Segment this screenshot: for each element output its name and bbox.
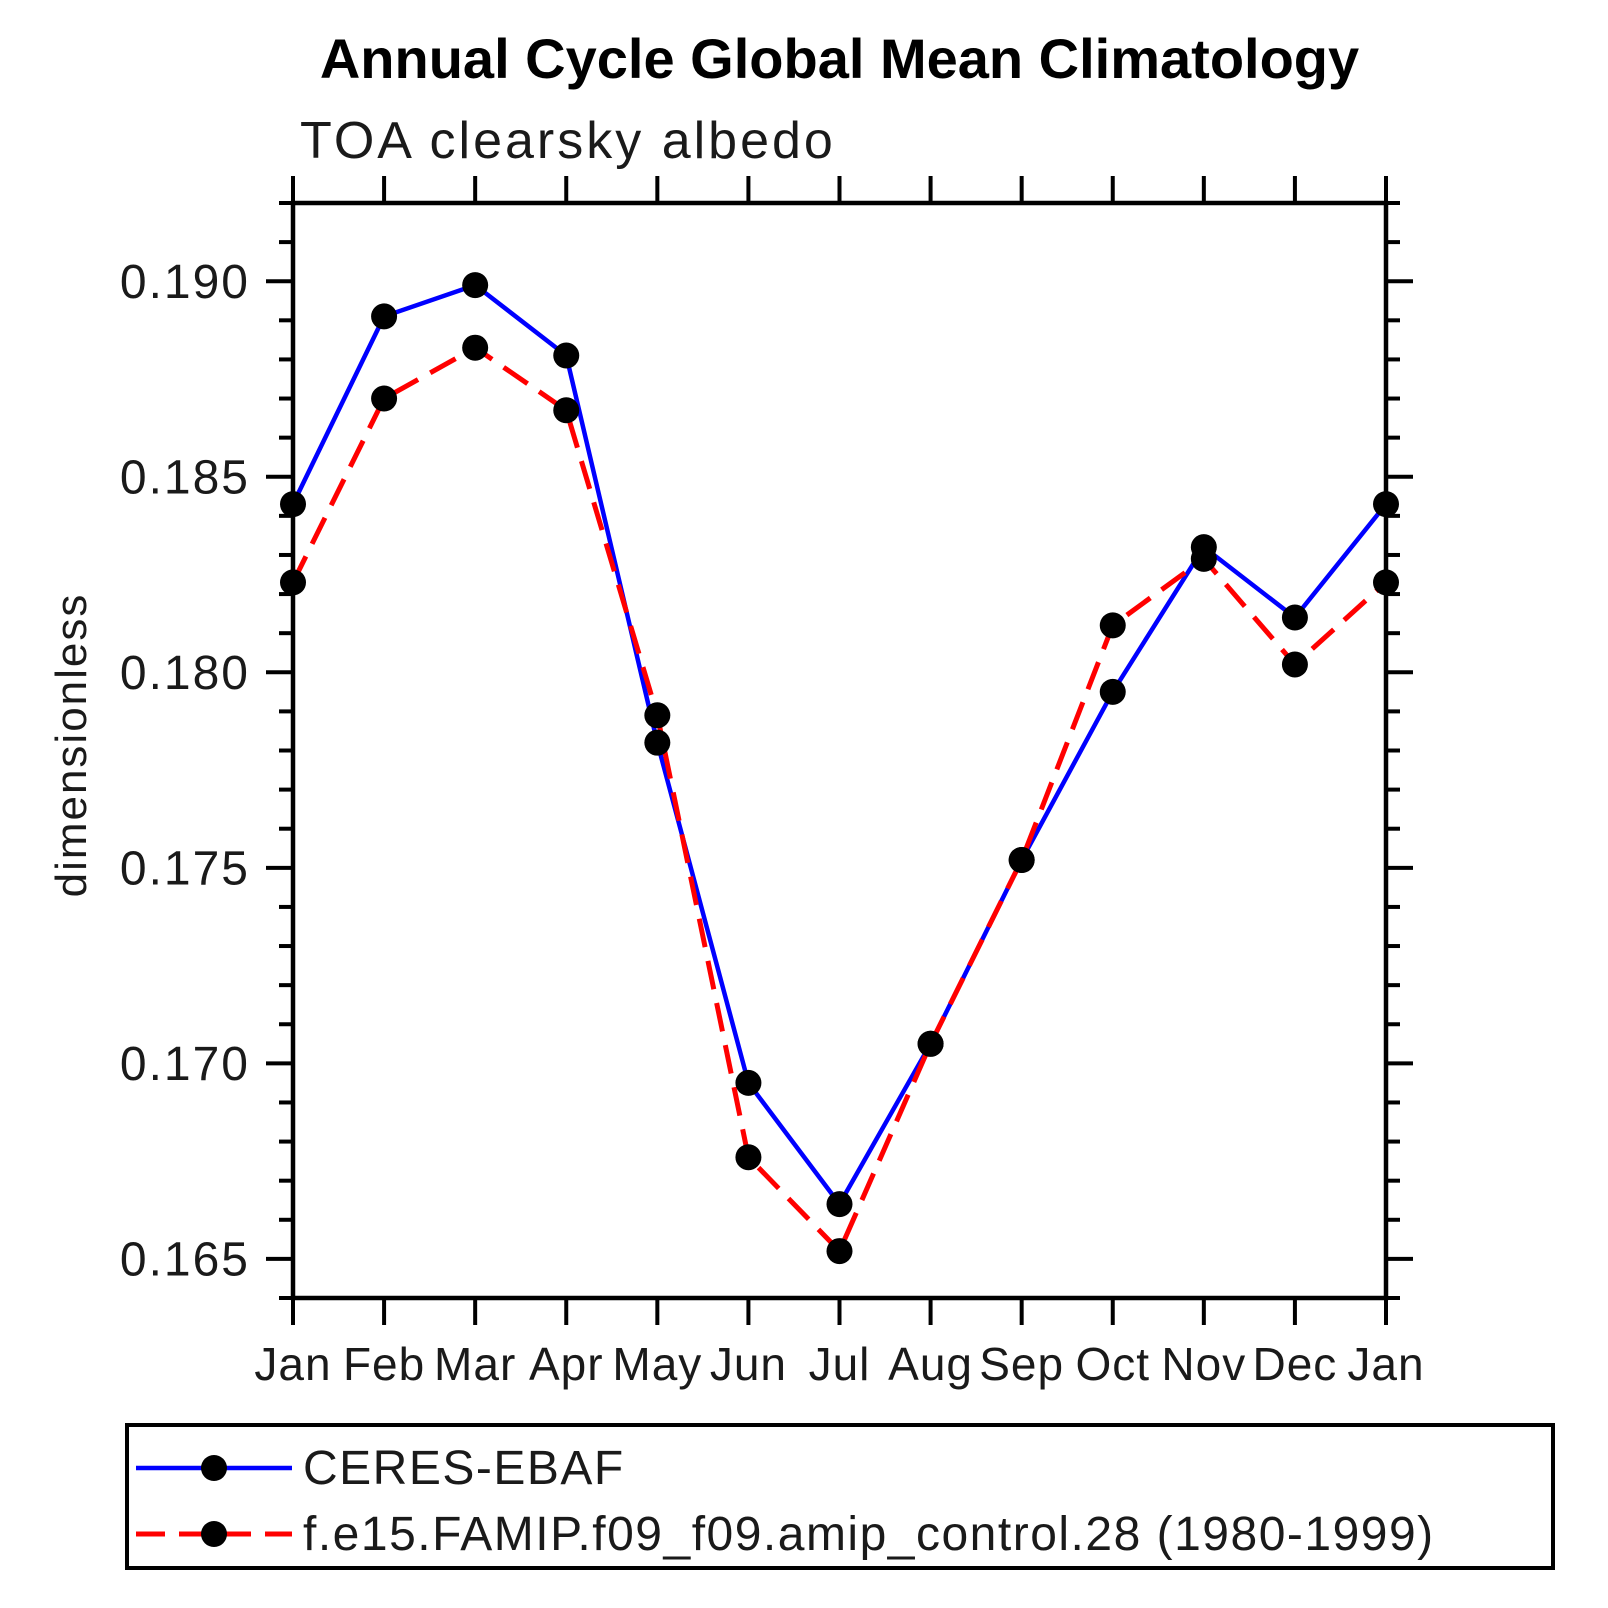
legend-box: CERES-EBAF f.e15.FAMIP.f09_f09.amip_cont… [125, 1423, 1555, 1570]
data-point-series-0 [735, 1069, 762, 1096]
x-tick-label: Nov [1161, 1338, 1246, 1390]
data-point-series-0 [1099, 678, 1126, 705]
data-point-series-1 [917, 1030, 944, 1057]
legend-marker-icon [201, 1455, 227, 1481]
x-tick-label: Jan [254, 1338, 331, 1390]
legend-marker-icon [201, 1521, 227, 1547]
x-tick-label: Sep [979, 1338, 1064, 1390]
chart-title: Annual Cycle Global Mean Climatology [319, 27, 1360, 90]
y-tick-label: 0.190 [120, 256, 250, 309]
data-point-series-0 [280, 491, 306, 518]
y-tick-label: 0.165 [120, 1234, 250, 1287]
x-tick-label: Dec [1253, 1338, 1338, 1390]
legend-item-ceres-ebaf: CERES-EBAF [135, 1442, 625, 1495]
x-tick-label: Oct [1075, 1338, 1150, 1390]
data-point-series-1 [462, 334, 489, 361]
chart-subtitle: TOA clearsky albedo [300, 112, 836, 170]
data-point-series-0 [644, 729, 671, 756]
data-point-series-0 [1281, 604, 1308, 631]
plot-frame [290, 200, 1389, 1301]
data-point-series-0 [553, 342, 580, 369]
data-point-series-1 [1099, 612, 1126, 639]
data-point-series-1 [644, 702, 671, 729]
data-point-series-0 [462, 272, 489, 299]
data-point-series-1 [1190, 545, 1217, 572]
data-point-series-1 [826, 1238, 853, 1265]
series-line-0 [290, 282, 1388, 1209]
legend-label-ceres-ebaf: CERES-EBAF [303, 1441, 625, 1495]
data-point-series-1 [280, 569, 306, 596]
x-tick-label: Mar [434, 1338, 516, 1390]
x-tick-label: Feb [343, 1338, 425, 1390]
x-tick-label: Jan [1347, 1338, 1424, 1390]
x-tick-label: Apr [529, 1338, 604, 1390]
data-point-series-0 [371, 303, 398, 330]
legend-line-sample [136, 1521, 292, 1547]
data-point-series-1 [553, 397, 580, 424]
legend-label-model: f.e15.FAMIP.f09_f09.amip_control.28 (198… [303, 1507, 1435, 1561]
legend-line-sample [136, 1455, 292, 1481]
data-point-series-0 [826, 1191, 853, 1218]
y-tick-label: 0.170 [120, 1038, 250, 1091]
data-point-series-1 [1373, 569, 1399, 596]
series-line-1 [290, 344, 1388, 1256]
y-tick-label: 0.180 [120, 647, 250, 700]
data-point-series-1 [1008, 847, 1035, 873]
legend-item-model: f.e15.FAMIP.f09_f09.amip_control.28 (198… [135, 1508, 1435, 1561]
y-tick-label: 0.175 [120, 843, 250, 896]
x-tick-label: May [612, 1338, 702, 1390]
y-tick-label: 0.185 [120, 452, 250, 505]
x-tick-label: Aug [888, 1338, 973, 1390]
x-tick-label: Jun [710, 1338, 787, 1390]
data-point-series-1 [735, 1144, 762, 1171]
data-point-series-1 [371, 385, 398, 412]
x-tick-label: Jul [809, 1338, 871, 1390]
data-point-series-0 [1373, 491, 1399, 518]
data-point-series-1 [1281, 651, 1308, 678]
